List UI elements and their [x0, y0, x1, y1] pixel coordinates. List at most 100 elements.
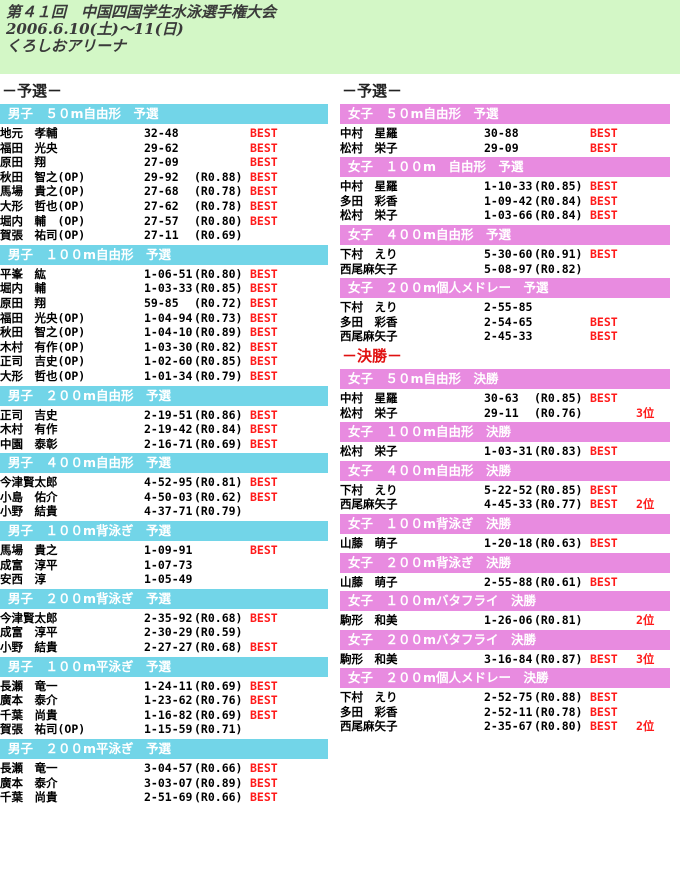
result-time: 1-09-42: [484, 193, 533, 208]
swimmer-name: 小野 結貴: [0, 504, 58, 519]
result-row: 下村 えり 2-55-85: [340, 300, 670, 315]
best-badge: BEST: [250, 775, 278, 790]
women-results-column: －予選－ 女子 ５０m自由形 予選 中村 星羅 30-88 BEST 松村 栄子 29-0…: [340, 80, 670, 735]
meet-venue: くろしおアリーナ: [6, 37, 127, 55]
reaction-time: (R0.82): [534, 261, 583, 276]
swimmer-name: 多田 彩香: [340, 704, 398, 719]
event-section: 女子 １００m背泳ぎ 決勝 山藤 萌子 1-20-18 (R0.63) BEST: [340, 513, 670, 551]
swimmer-name: 中村 星羅: [340, 179, 398, 194]
event-section: 女子 １００mバタフライ 決勝 駒形 和美 1-26-06 (R0.81) 2位: [340, 591, 670, 628]
best-badge: BEST: [590, 140, 618, 155]
result-time: 1-03-33: [144, 281, 193, 296]
swimmer-name: 廣本 泰介: [0, 775, 58, 790]
result-row: 中村 星羅 30-88 BEST: [340, 126, 670, 141]
event-section: 女子 ２００m個人メドレー 決勝 下村 えり 2-52-75 (R0.88) BEST 多…: [340, 668, 670, 734]
swimmer-name: 下村 えり: [340, 300, 398, 315]
event-title-bar: 女子 ５０m自由形 予選: [340, 104, 670, 124]
reaction-time: (R0.80): [194, 213, 243, 228]
result-time: 2-45-33: [484, 329, 533, 344]
result-row: 千葉 尚貴 2-51-69 (R0.66) BEST: [0, 790, 328, 805]
result-row: 原田 翔 59-85 (R0.72) BEST: [0, 296, 328, 311]
swimmer-name: 賀張 祐司(OP): [0, 228, 86, 243]
reaction-time: (R0.78): [534, 704, 583, 719]
swimmer-name: 成富 淳平: [0, 557, 58, 572]
result-row: 松村 栄子 29-11 (R0.76) 3位: [340, 406, 670, 421]
swimmer-name: 成富 淳平: [0, 625, 58, 640]
swimmer-name: 秋田 智之(OP): [0, 325, 86, 340]
reaction-time: (R0.85): [194, 281, 243, 296]
swimmer-name: 正司 吉史(OP): [0, 354, 86, 369]
event-section: 男子 ４００m自由形 予選 今津賢太郎 4-52-95 (R0.81) BEST 小島 佑…: [0, 453, 328, 519]
result-row: 長瀬 竜一 1-24-11 (R0.69) BEST: [0, 679, 328, 694]
best-badge: BEST: [250, 368, 278, 383]
result-time: 2-35-67: [484, 719, 533, 734]
result-time: 4-45-33: [484, 497, 533, 512]
result-time: 27-09: [144, 155, 179, 170]
reaction-time: (R0.79): [194, 504, 243, 519]
reaction-time: (R0.82): [194, 339, 243, 354]
result-time: 2-35-92: [144, 610, 193, 625]
best-badge: BEST: [250, 295, 278, 310]
event-section: 男子 ５０m自由形 予選 地元 孝輔 32-48 BEST 福田 光央 29-62 BEST…: [0, 104, 328, 243]
best-badge: BEST: [250, 543, 278, 558]
best-badge: BEST: [250, 693, 278, 708]
swimmer-name: 小野 結貴: [0, 640, 58, 655]
result-row: 西尾麻矢子 4-45-33 (R0.77) BEST 2位: [340, 497, 670, 512]
result-time: 1-09-91: [144, 543, 193, 558]
swimmer-name: 松村 栄子: [340, 140, 398, 155]
swimmer-name: 大形 哲也(OP): [0, 368, 86, 383]
result-time: 1-16-82: [144, 707, 193, 722]
result-row: 成富 淳平 1-07-73: [0, 558, 328, 573]
result-time: 1-15-59: [144, 722, 193, 737]
result-row: 中村 星羅 30-63 (R0.85) BEST: [340, 391, 670, 406]
result-row: 福田 光央 29-62 BEST: [0, 141, 328, 156]
swimmer-name: 千葉 尚貴: [0, 707, 58, 722]
result-time: 1-06-51: [144, 266, 193, 281]
swimmer-name: 廣本 泰介: [0, 693, 58, 708]
reaction-time: (R0.85): [534, 179, 583, 194]
result-row: 平峯 紘 1-06-51 (R0.80) BEST: [0, 267, 328, 282]
reaction-time: (R0.81): [534, 613, 583, 628]
swimmer-name: 駒形 和美: [340, 651, 398, 666]
event-title-bar: 女子 １００m背泳ぎ 決勝: [340, 513, 670, 534]
reaction-time: (R0.62): [194, 489, 243, 504]
result-row: 今津賢太郎 4-52-95 (R0.81) BEST: [0, 475, 328, 490]
reaction-time: (R0.69): [194, 228, 243, 243]
event-section: 女子 ２００m背泳ぎ 決勝山藤 萌子 2-55-88 (R0.61) BEST: [340, 552, 670, 590]
event-section: 女子 １００m 自由形 予選 中村 星羅 1-10-33 (R0.85) BEST 多田 …: [340, 157, 670, 223]
result-time: 1-26-06: [484, 613, 533, 628]
swimmer-name: 今津賢太郎: [0, 475, 58, 490]
event-title-bar: 男子 １００m自由形 予選: [0, 244, 328, 265]
swimmer-name: 山藤 萌子: [340, 535, 398, 550]
result-time: 2-52-11: [484, 704, 533, 719]
event-section: 男子 １００m平泳ぎ 予選 長瀬 竜一 1-24-11 (R0.69) BEST 廣本 泰…: [0, 656, 328, 737]
result-time: 1-03-31: [484, 444, 533, 459]
swimmer-name: 西尾麻矢子: [340, 719, 398, 734]
result-time: 2-27-27: [144, 640, 193, 655]
result-row: 大形 哲也(OP) 27-62 (R0.78) BEST: [0, 199, 328, 214]
swimmer-name: 正司 吉史: [0, 407, 58, 422]
result-time: 5-30-60: [484, 246, 533, 261]
reaction-time: (R0.85): [194, 354, 243, 369]
result-time: 2-51-69: [144, 790, 193, 805]
best-badge: BEST: [250, 339, 278, 354]
swimmer-name: 馬場 貴之(OP): [0, 184, 86, 199]
result-time: 4-37-71: [144, 504, 193, 519]
event-title-bar: 男子 ２００m背泳ぎ 予選: [0, 588, 328, 609]
reaction-time: (R0.89): [194, 775, 243, 790]
result-row: 多田 彩香 2-52-11 (R0.78) BEST: [340, 705, 670, 720]
reaction-time: (R0.73): [194, 310, 243, 325]
result-row: 多田 彩香 2-54-65 BEST: [340, 315, 670, 330]
result-time: 2-30-29: [144, 625, 193, 640]
result-time: 2-55-88: [484, 574, 533, 589]
result-time: 1-20-18: [484, 535, 533, 550]
result-row: 山藤 萌子 2-55-88 (R0.61) BEST: [340, 575, 670, 590]
result-time: 2-19-51: [144, 407, 193, 422]
result-row: 廣本 泰介 3-03-07 (R0.89) BEST: [0, 776, 328, 791]
best-badge: BEST: [590, 651, 618, 666]
event-section: 女子 ４００m自由形 決勝 下村 えり 5-22-52 (R0.85) BEST 西尾麻矢…: [340, 460, 670, 512]
reaction-time: (R0.89): [194, 325, 243, 340]
event-title-bar: 女子 １００m自由形 決勝: [340, 422, 670, 443]
event-title-bar: 女子 ２００m背泳ぎ 決勝: [340, 552, 670, 573]
result-time: 1-01-34: [144, 368, 193, 383]
